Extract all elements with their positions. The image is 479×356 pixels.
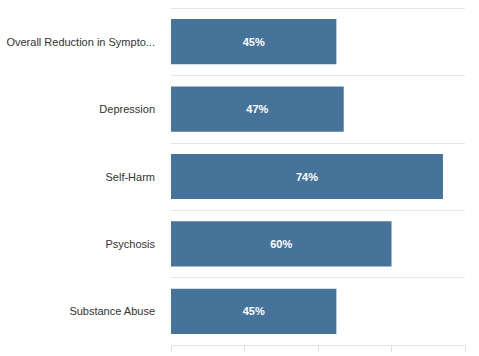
svg-text:47%: 47% [246,103,268,115]
svg-text:Substance Abuse: Substance Abuse [69,305,155,317]
svg-text:Overall Reduction in Sympto...: Overall Reduction in Sympto... [6,36,155,48]
svg-text:45%: 45% [243,36,265,48]
svg-text:45%: 45% [243,305,265,317]
svg-text:Self-Harm: Self-Harm [105,171,155,183]
svg-text:60%: 60% [270,238,292,250]
svg-text:Psychosis: Psychosis [105,238,155,250]
svg-text:74%: 74% [296,171,318,183]
svg-text:Depression: Depression [99,103,155,115]
